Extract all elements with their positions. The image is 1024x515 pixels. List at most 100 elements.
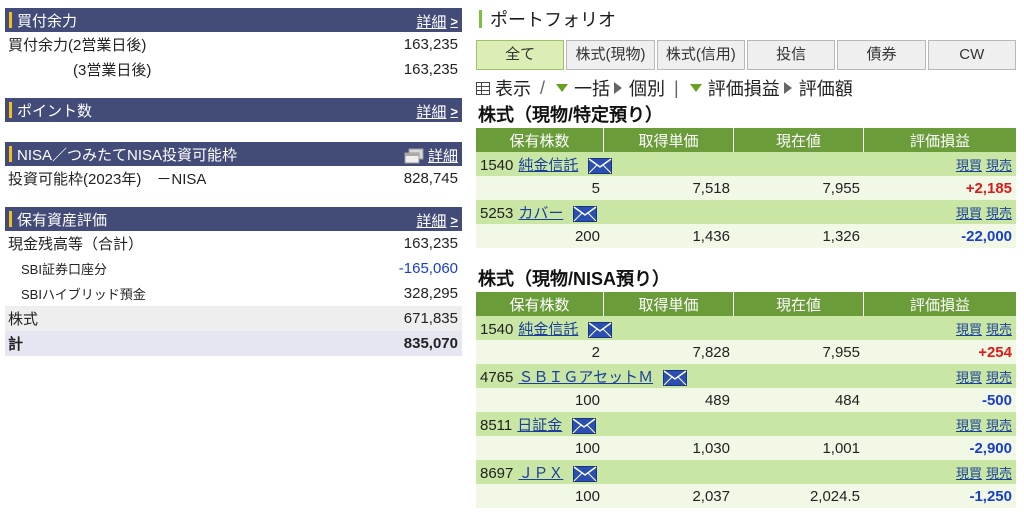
lump-label[interactable]: 一括 [574,79,611,99]
sell-link[interactable]: 現売 [985,417,1012,433]
amount-toggle[interactable]: 評価額 [780,75,853,101]
row-value: 828,745 [403,170,458,187]
holding-pl: +2,185 [864,176,1016,200]
holding-identity: 1540 純金信託 [476,316,864,340]
sell-link[interactable]: 現売 [985,157,1012,173]
mail-icon[interactable] [588,157,613,174]
mail-icon[interactable] [573,205,598,222]
tab-funds[interactable]: 投信 [746,40,836,70]
holding-value-row: 100 2,037 2,024.5 -1,250 [476,484,1016,508]
detail-label[interactable]: 詳細 [427,148,458,165]
holding-identity: 4765 ＳＢＩＧアセットＭ [476,364,864,388]
holding-identity: 8511 日証金 [476,412,864,436]
holding-name-row: 8697 ＪＰＸ 現買 現売 [476,460,1016,484]
buying-power-3day-row: (3営業日後) 163,235 [5,57,462,82]
holding-qty: 100 [476,388,604,412]
portfolio-header: ポートフォリオ [476,0,1016,38]
triangle-down-icon [689,84,702,92]
portfolio-panel: ポートフォリオ 全て 株式(現物) 株式(信用) 投信 債券 CW 表示 / 一… [476,0,1016,508]
window-icon [404,148,424,164]
row-label: 株式 [8,311,39,328]
stocks-row: 株式 671,835 [5,306,462,331]
holding-pl: -500 [864,388,1016,412]
tab-cw[interactable]: CW [927,40,1016,70]
row-value: 163,235 [403,61,458,78]
buy-link[interactable]: 現買 [955,321,982,337]
mail-icon[interactable] [663,369,688,386]
assets-detail-link[interactable]: 詳細 > [416,210,458,231]
tab-stock-margin[interactable]: 株式(信用) [656,40,745,70]
mail-icon[interactable] [572,417,597,434]
row-label: SBIハイブリッド預金 [21,287,146,302]
holding-pl: +254 [864,340,1016,364]
holding-name-row: 4765 ＳＢＩＧアセットＭ 現買 現売 [476,364,1016,388]
stock-name-link[interactable]: ＳＢＩＧアセットＭ [518,368,654,386]
buy-link[interactable]: 現買 [955,417,982,433]
amount-label[interactable]: 評価額 [798,79,853,99]
stock-name-link[interactable]: ＪＰＸ [518,464,564,482]
sell-link[interactable]: 現売 [985,321,1012,337]
holding-price: 1,001 [734,436,864,460]
trade-links: 現買 現売 [864,364,1016,388]
sell-link[interactable]: 現売 [985,465,1012,481]
holding-pl: -2,900 [864,436,1016,460]
buy-link[interactable]: 現買 [955,465,982,481]
stock-name-link[interactable]: 純金信託 [518,320,579,338]
tab-stock-cash[interactable]: 株式(現物) [566,40,655,70]
buy-link[interactable]: 現買 [955,369,982,385]
row-value: 671,835 [403,310,458,327]
points-detail-link[interactable]: 詳細 > [416,101,458,122]
holding-value-row: 200 1,436 1,326 -22,000 [476,224,1016,248]
holding-cost: 489 [604,388,734,412]
tab-all[interactable]: 全て [476,40,565,70]
nisa-detail-link[interactable]: 詳細 [404,145,458,166]
points-title: ポイント数 [17,102,93,120]
row-value: 835,070 [403,335,458,352]
holding-price: 2,024.5 [734,484,864,508]
pl-toggle[interactable]: 評価損益 [688,75,780,101]
table-icon [476,81,490,95]
stock-name-link[interactable]: 純金信託 [518,156,579,174]
col-cost: 取得単価 [604,292,734,316]
buying-power-detail-link[interactable]: 詳細 > [416,11,458,32]
col-price: 現在値 [734,128,864,152]
pl-label[interactable]: 評価損益 [707,79,780,99]
holding-pl: -22,000 [864,224,1016,248]
stock-name-link[interactable]: カバー [518,204,564,222]
detail-label[interactable]: 詳細 [416,104,447,121]
holding-qty: 2 [476,340,604,364]
holding-name-row: 5253 カバー 現買 現売 [476,200,1016,224]
trade-links: 現買 現売 [864,460,1016,484]
detail-label[interactable]: 詳細 [416,14,447,31]
row-label: 投資可能枠(2023年) －NISA [8,171,207,188]
sbi-account-row: SBI証券口座分 -165,060 [5,256,462,281]
tokutei-holdings-table: 保有株数 取得単価 現在値 評価損益 1540 純金信託 現買 現売 5 7,518 7,9… [476,128,1016,248]
chevron-right-icon: > [450,104,458,119]
buy-link[interactable]: 現買 [955,157,982,173]
buying-power-2day-row: 買付余力(2営業日後) 163,235 [5,32,462,57]
tab-bonds[interactable]: 債券 [837,40,926,70]
stock-name-link[interactable]: 日証金 [517,416,563,434]
tokutei-section-title: 株式（現物/特定預り） [478,105,663,125]
stock-code: 1540 [480,320,514,338]
mail-icon[interactable] [588,321,613,338]
assets-header: 保有資産評価 詳細 > [5,207,462,231]
individual-label[interactable]: 個別 [629,79,666,99]
mail-icon[interactable] [573,465,598,482]
sell-link[interactable]: 現売 [985,369,1012,385]
sell-link[interactable]: 現売 [985,205,1012,221]
cash-total-row: 現金残高等（合計） 163,235 [5,231,462,256]
stock-code: 1540 [480,156,514,174]
header-accent [479,10,482,28]
holding-price: 7,955 [734,340,864,364]
nisa-holdings-table: 保有株数 取得単価 現在値 評価損益 1540 純金信託 現買 現売 2 7,828 7,9… [476,292,1016,508]
trade-links: 現買 現売 [864,412,1016,436]
holding-cost: 1,030 [604,436,734,460]
stock-code: 8697 [480,464,514,482]
buy-link[interactable]: 現買 [955,205,982,221]
lump-toggle[interactable]: 一括 [554,75,610,101]
account-summary-panel: 買付余力 詳細 > 買付余力(2営業日後) 163,235 (3営業日後) 16… [5,8,462,356]
detail-label[interactable]: 詳細 [416,213,447,230]
individual-toggle[interactable]: 個別 [610,75,665,101]
holding-price: 484 [734,388,864,412]
